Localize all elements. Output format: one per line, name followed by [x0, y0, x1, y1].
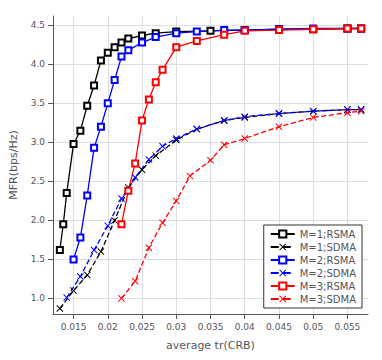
- svg-text:2.0: 2.0: [31, 215, 46, 225]
- svg-text:0.03: 0.03: [166, 322, 186, 332]
- svg-text:4.0: 4.0: [31, 59, 46, 69]
- svg-text:M=1;SDMA: M=1;SDMA: [300, 242, 356, 253]
- svg-text:0.04: 0.04: [235, 322, 255, 332]
- svg-text:average tr(CRB): average tr(CRB): [166, 339, 255, 352]
- svg-text:1.5: 1.5: [31, 254, 45, 264]
- svg-text:3.0: 3.0: [31, 137, 46, 147]
- svg-text:0.015: 0.015: [61, 322, 87, 332]
- svg-text:MFR(bps/Hz): MFR(bps/Hz): [7, 130, 20, 200]
- svg-text:0.035: 0.035: [198, 322, 224, 332]
- svg-text:M=1;RSMA: M=1;RSMA: [300, 229, 356, 240]
- svg-text:4.5: 4.5: [31, 20, 45, 30]
- svg-text:M=3;RSMA: M=3;RSMA: [300, 281, 356, 292]
- svg-text:0.045: 0.045: [266, 322, 292, 332]
- svg-text:3.5: 3.5: [31, 98, 45, 108]
- svg-text:0.055: 0.055: [335, 322, 361, 332]
- svg-text:1.0: 1.0: [31, 293, 46, 303]
- svg-text:M=3;SDMA: M=3;SDMA: [300, 294, 356, 305]
- svg-text:2.5: 2.5: [31, 176, 45, 186]
- svg-text:M=2;SDMA: M=2;SDMA: [300, 268, 356, 279]
- svg-text:0.025: 0.025: [129, 322, 155, 332]
- svg-text:0.02: 0.02: [98, 322, 118, 332]
- svg-text:M=2;RSMA: M=2;RSMA: [300, 255, 356, 266]
- svg-text:0.05: 0.05: [303, 322, 323, 332]
